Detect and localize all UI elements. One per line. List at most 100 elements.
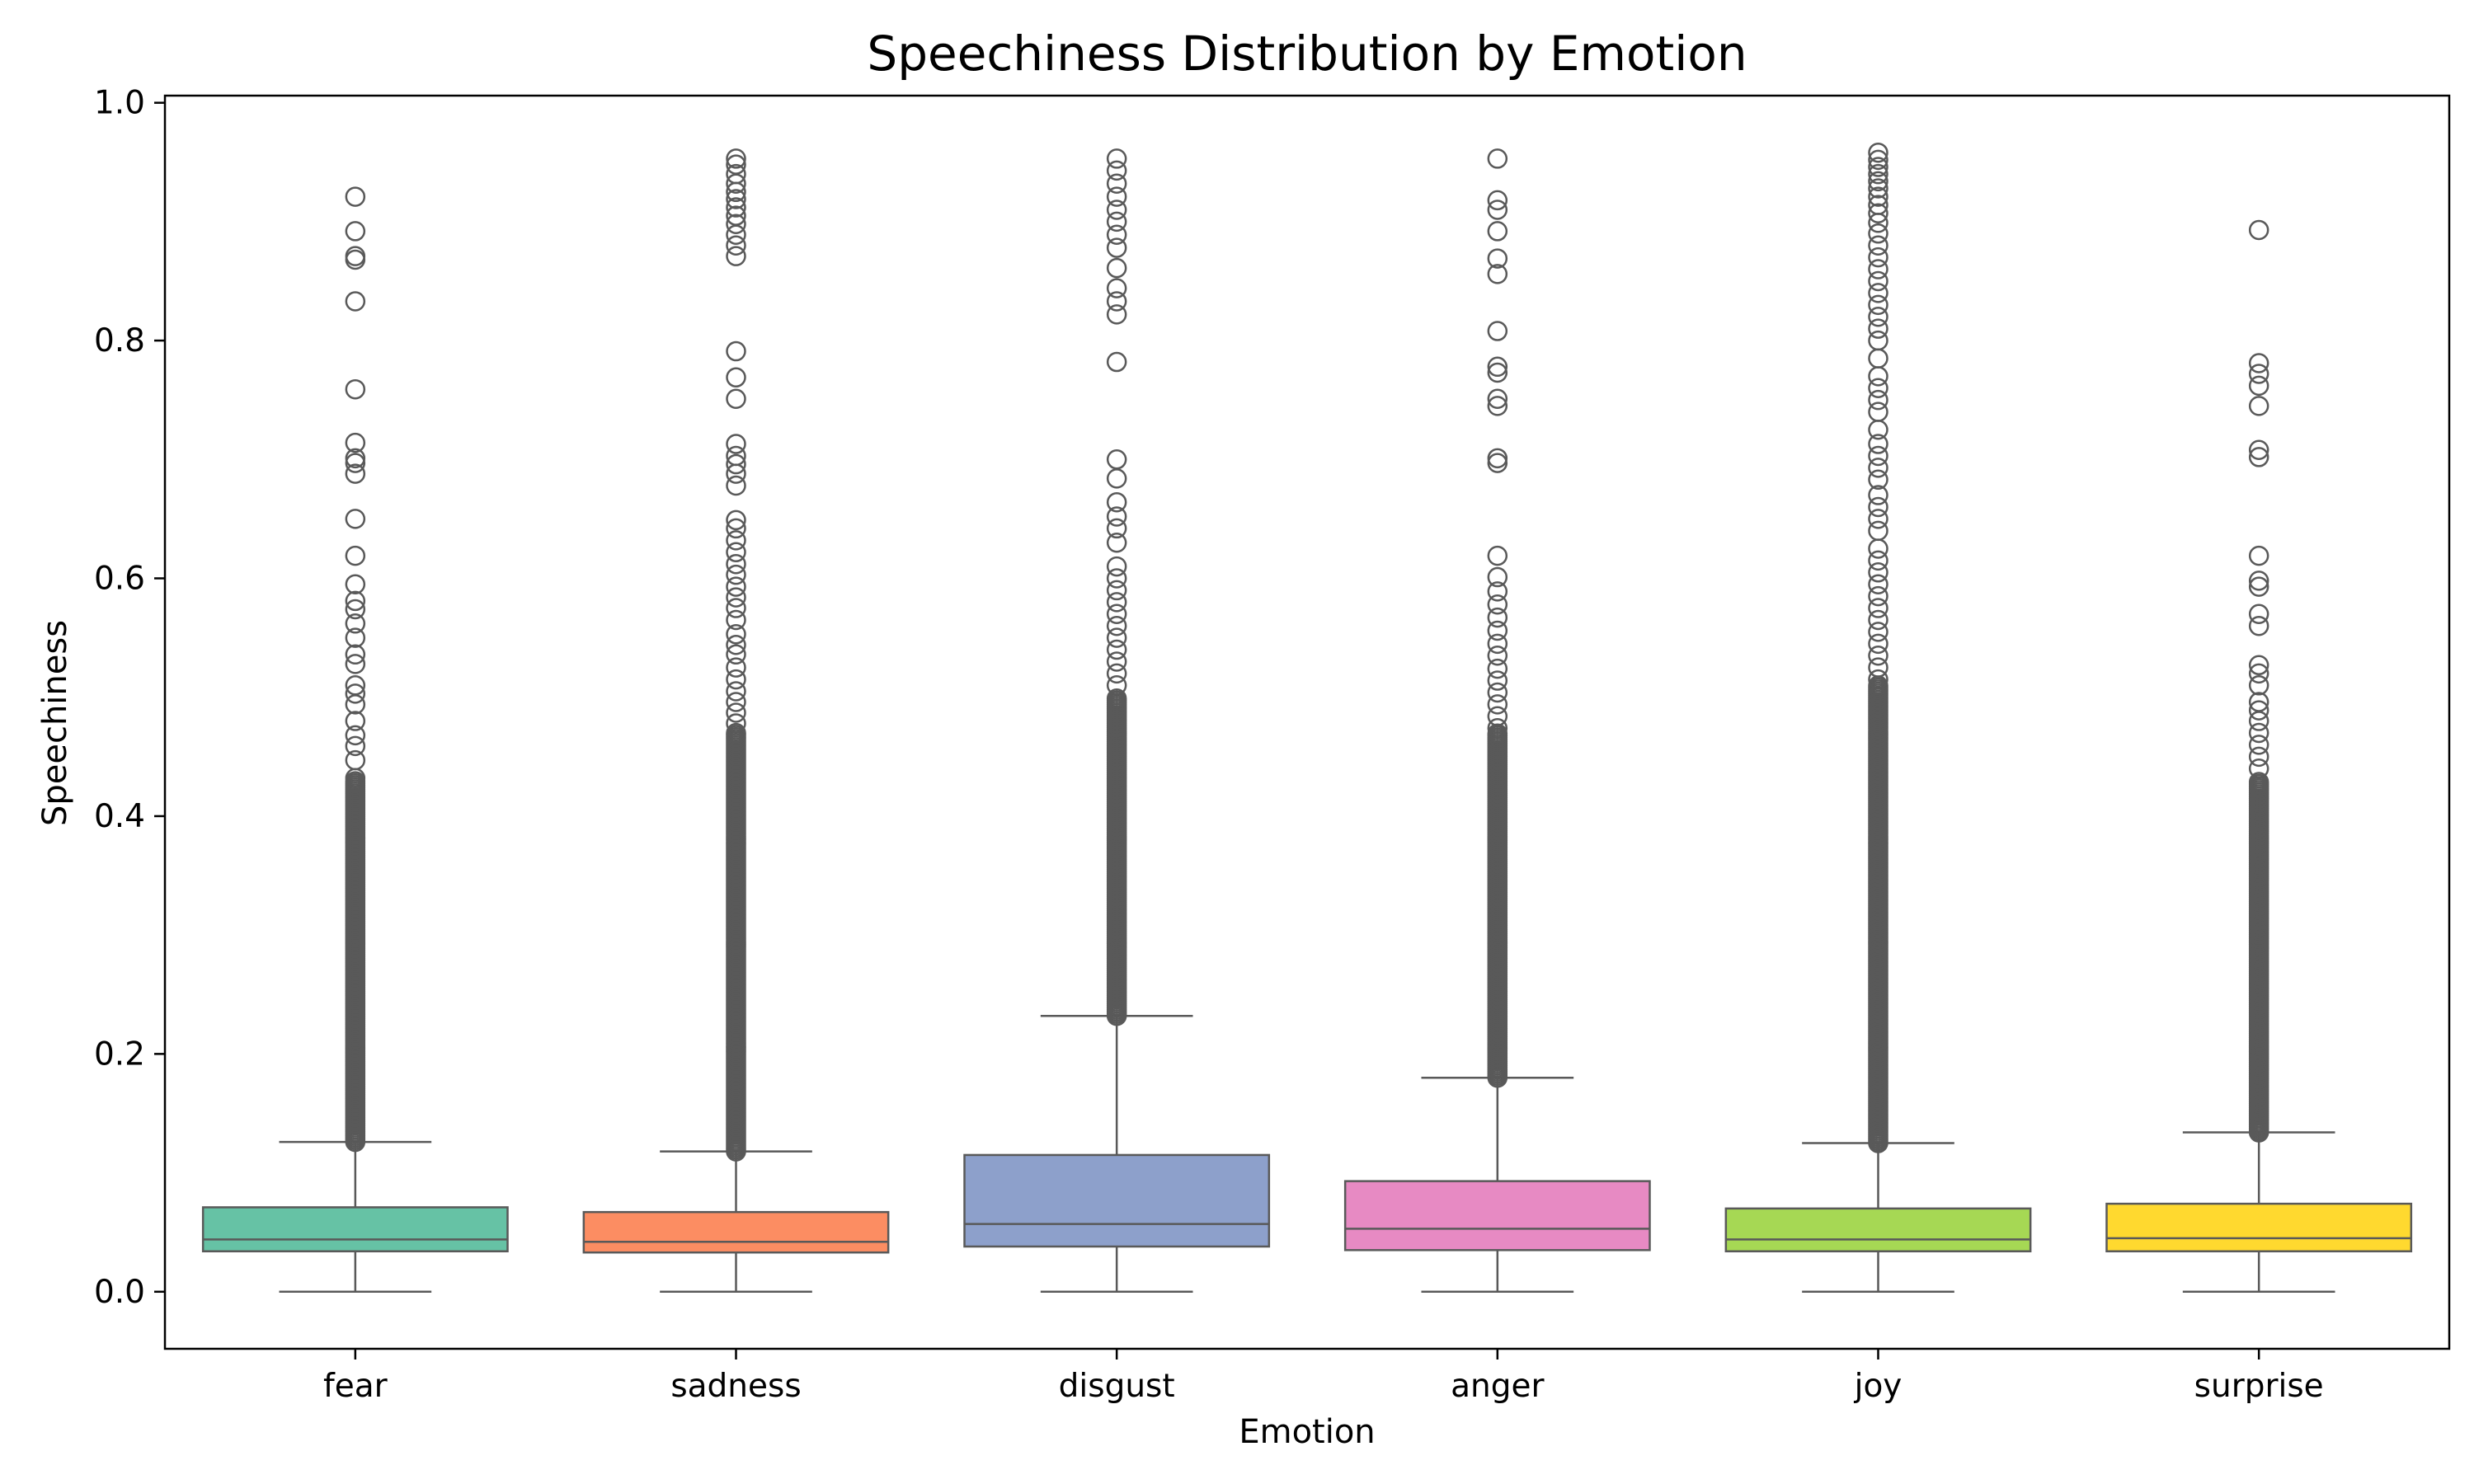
outlier-point <box>1868 469 1888 491</box>
outlier-point <box>1487 620 1508 641</box>
outlier-point <box>1487 190 1508 211</box>
outlier-point <box>345 249 366 270</box>
outlier-point <box>726 224 746 245</box>
outlier-point <box>345 453 366 473</box>
outlier-point <box>1868 445 1888 467</box>
outlier-point <box>726 367 746 388</box>
y-axis: 0.0 0.2 0.4 0.6 0.8 1.0 <box>94 85 165 1311</box>
iqr-box <box>1724 1207 2032 1252</box>
outlier-point <box>726 197 746 218</box>
outlier-point <box>1487 645 1508 666</box>
outlier-point <box>345 221 366 242</box>
outlier-point <box>1487 694 1508 715</box>
outlier-point <box>726 553 746 575</box>
outlier-point <box>726 530 746 551</box>
outlier-point <box>726 669 746 690</box>
outlier-point <box>1487 396 1508 416</box>
outlier-point <box>1487 633 1508 655</box>
outlier-point <box>1868 622 1888 642</box>
outlier-point <box>2248 375 2269 397</box>
outlier-point <box>2248 603 2269 625</box>
outlier-point <box>345 291 366 312</box>
outlier-point <box>1868 574 1888 594</box>
outlier-point <box>345 613 366 634</box>
outlier-point <box>1868 645 1888 666</box>
outlier-point <box>1868 509 1888 529</box>
outlier-point <box>1106 160 1127 181</box>
x-tick-label: surprise <box>2194 1368 2324 1405</box>
outlier-point <box>2248 758 2269 779</box>
outlier-point <box>345 545 366 566</box>
box-disgust <box>963 148 1271 1294</box>
outlier-point <box>345 725 366 746</box>
outliers <box>726 148 746 1162</box>
outlier-point <box>1106 688 1127 709</box>
outlier-point <box>1868 389 1888 411</box>
x-tick-label: fear <box>323 1368 388 1405</box>
outlier-point <box>1487 356 1508 378</box>
outlier-point <box>1868 419 1888 440</box>
iqr-box <box>582 1210 890 1254</box>
outlier-point <box>1106 278 1127 298</box>
outlier-point <box>1868 157 1888 177</box>
plot-frame <box>163 94 2451 1350</box>
outlier-point <box>1106 663 1127 684</box>
outlier-point <box>1106 351 1127 373</box>
x-tick-label: sadness <box>670 1368 801 1405</box>
y-tick-label: 0.0 <box>94 1274 145 1311</box>
outlier-point <box>1487 448 1508 469</box>
outlier-point <box>1868 496 1888 518</box>
outlier-point <box>2248 746 2269 768</box>
outlier-point <box>2248 655 2269 676</box>
outlier-point <box>345 590 366 612</box>
y-tick-label: 0.2 <box>94 1036 145 1073</box>
outlier-point <box>726 692 746 712</box>
outlier-point <box>726 246 746 266</box>
outlier-point <box>2248 439 2269 461</box>
outlier-point <box>345 432 366 453</box>
outlier-point <box>1487 248 1508 269</box>
outlier-point <box>1868 657 1888 678</box>
outlier-point <box>2248 772 2269 792</box>
outlier-point <box>1868 585 1888 607</box>
outlier-point <box>1868 203 1888 224</box>
outlier-point <box>726 214 746 234</box>
outlier-point <box>345 683 366 704</box>
outlier-point <box>1106 603 1127 625</box>
outlier-point <box>1106 568 1127 589</box>
outlier-point <box>1487 706 1508 727</box>
outlier-point <box>2248 722 2269 744</box>
outlier-point <box>1106 675 1127 696</box>
outlier-point <box>726 713 746 734</box>
outlier-point <box>1868 213 1888 233</box>
outlier-point <box>1487 581 1508 602</box>
outlier-point <box>345 711 366 731</box>
outlier-point <box>1106 615 1127 636</box>
outlier-point <box>726 453 746 475</box>
outlier-point <box>1487 221 1508 242</box>
outlier-point <box>1106 304 1127 325</box>
outlier-point <box>345 463 366 484</box>
outlier-point <box>726 609 746 631</box>
iqr-box <box>201 1206 509 1252</box>
outlier-point <box>1868 142 1888 163</box>
box-sadness <box>582 148 890 1294</box>
outlier-point <box>345 694 366 715</box>
outlier-point <box>1487 321 1508 341</box>
outlier-point <box>1106 173 1127 194</box>
outlier-point <box>1868 366 1888 387</box>
y-tick-label: 0.8 <box>94 322 145 359</box>
outlier-point <box>1868 235 1888 256</box>
outlier-point <box>726 681 746 702</box>
outlier-point <box>345 186 366 207</box>
outlier-point <box>726 722 746 744</box>
outlier-point <box>1868 223 1888 244</box>
outlier-point <box>1487 264 1508 284</box>
outlier-point <box>345 654 366 674</box>
outlier-point <box>1868 598 1888 618</box>
outlier-point <box>1868 186 1888 207</box>
outlier-point <box>726 644 746 665</box>
outlier-point <box>1487 670 1508 691</box>
outlier-point <box>726 657 746 678</box>
